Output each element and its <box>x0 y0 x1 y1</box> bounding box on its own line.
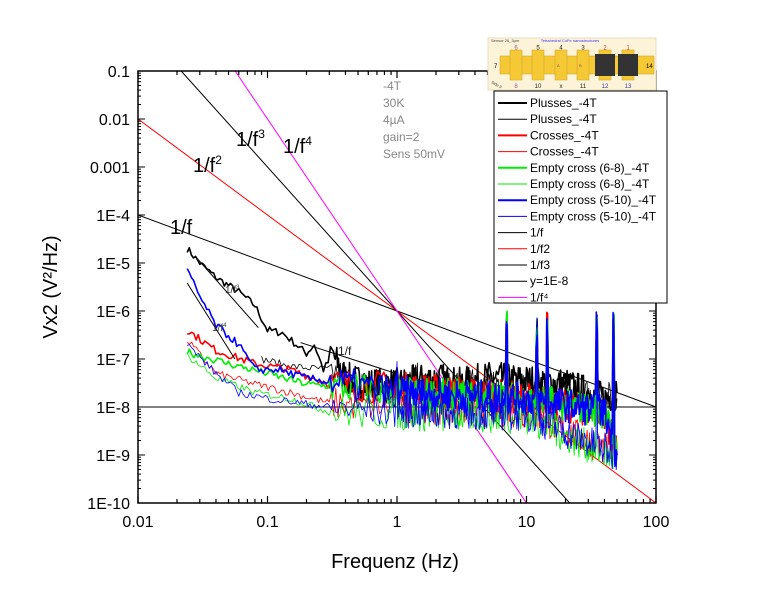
inset-title-left: Sensor 26_3µm <box>491 38 520 43</box>
y-tick-label: 1E-6 <box>96 304 130 321</box>
legend-label: Empty cross (6-8)_-4T <box>530 161 650 175</box>
legend-label: 1/f⁴ <box>530 290 549 304</box>
inset-pad-bottom-label: 8 <box>514 84 518 90</box>
legend-label: Plusses_-4T <box>530 96 597 110</box>
dark-cross-1 <box>618 54 638 76</box>
y-axis-label: Vx2 (V²/Hz) <box>40 235 62 338</box>
y-tick-label: 1E-8 <box>96 400 130 417</box>
inset-pad-arm <box>509 49 523 81</box>
inset-pad-right: 14 <box>646 64 653 70</box>
x-tick-label: 1 <box>393 514 402 531</box>
label-1-f3: 1/f3 <box>236 127 265 151</box>
legend-label: 1/f3 <box>530 258 550 272</box>
condition-current: 4µA <box>383 113 405 127</box>
inset-corner-label: Side 9 <box>491 80 504 90</box>
condition-sensitivity: Sens 50mV <box>383 147 445 161</box>
series-8-empty-cross--5-10---4t <box>187 314 618 471</box>
local-fit-line-1 <box>195 256 259 328</box>
data-series <box>186 246 618 471</box>
inset-pad-top-label: 1 <box>626 46 630 52</box>
y-tick-label: 1E-9 <box>96 448 130 465</box>
label-1-f2: 1/f2 <box>193 153 222 177</box>
legend-label: Empty cross (5-10)_-4T <box>530 193 657 207</box>
dark-cross-2 <box>595 54 615 76</box>
label-local-f: 1/f <box>338 344 352 358</box>
legend: Plusses_-4T Plusses_-4T Crosses_-4T Crosses… <box>493 90 668 304</box>
local-fit-lines <box>186 256 397 374</box>
inset-pad-top-label: 4 <box>559 46 563 52</box>
x-tick-label: 0.01 <box>122 514 153 531</box>
inset-title-center: Tetrahedral CoFe nanostructures <box>541 38 599 43</box>
local-fit-line-3 <box>300 342 397 374</box>
y-tick-label: 1E-4 <box>96 208 130 225</box>
condition-field: -4T <box>383 79 402 93</box>
inset-pad-top-label: 3 <box>581 46 585 52</box>
legend-label: Empty cross (5-10)_-4T <box>530 209 657 223</box>
inset-pad-left: 7 <box>494 64 498 70</box>
y-tick-label: 0.01 <box>99 112 130 129</box>
legend-label: Crosses_-4T <box>530 145 599 159</box>
y-tick-label: 0.001 <box>90 160 130 177</box>
inset-pad-bottom-label: 11 <box>580 84 587 90</box>
inset-cross-a: A <box>557 63 560 68</box>
condition-gain: gain=2 <box>383 130 420 144</box>
series-7-empty-cross--5-10---4t <box>186 268 618 467</box>
inset-pad-bottom-label: x <box>560 84 563 90</box>
inset-pad-bottom-label: 12 <box>602 84 609 90</box>
y-tick-label: 1E-5 <box>96 256 130 273</box>
inset-pad-bottom-label: 13 <box>625 84 632 90</box>
y-tick-label: 1E-7 <box>96 352 130 369</box>
reference-line-1-f- <box>234 71 527 503</box>
legend-label: 1/f2 <box>530 242 550 256</box>
inset-pad-top-label: 6 <box>514 46 518 52</box>
y-tick-label: 0.1 <box>108 64 130 81</box>
x-tick-label: 0.1 <box>256 514 278 531</box>
inset-pad-arm <box>554 49 568 81</box>
legend-label: Crosses_-4T <box>530 128 599 142</box>
legend-label: 1/f <box>530 226 544 240</box>
x-tick-label: 10 <box>518 514 536 531</box>
inset-cross-b: B <box>579 63 582 68</box>
x-tick-label: 100 <box>643 514 670 531</box>
legend-label: y=1E-8 <box>530 274 569 288</box>
inset-pad-bottom-label: 10 <box>535 84 542 90</box>
label-1-f4: 1/f4 <box>283 134 312 158</box>
legend-label: Plusses_-4T <box>530 112 597 126</box>
inset-pad-arm <box>531 49 545 81</box>
label-local-f3: 1/f3 <box>225 285 240 296</box>
reference-line-1-f3 <box>180 71 571 503</box>
inset-pad-top-label: 5 <box>536 46 540 52</box>
condition-temperature: 30K <box>383 96 404 110</box>
y-tick-label: 1E-10 <box>87 496 130 513</box>
label-1-f: 1/f <box>170 217 193 239</box>
inset-pad-arm <box>576 49 590 81</box>
legend-label: Empty cross (6-8)_-4T <box>530 177 650 191</box>
label-local-f4: 1/f4 <box>212 323 227 334</box>
legend-box <box>493 90 668 304</box>
x-axis-label: Frequenz (Hz) <box>331 551 459 573</box>
sensor-inset-image: Sensor 26_3µm Tetrahedral CoFe nanostruc… <box>487 37 657 91</box>
inset-pad-top-label: 2 <box>603 46 607 52</box>
local-fit-line-2 <box>186 282 236 360</box>
measurement-conditions: -4T 30K 4µA gain=2 Sens 50mV <box>383 79 445 161</box>
